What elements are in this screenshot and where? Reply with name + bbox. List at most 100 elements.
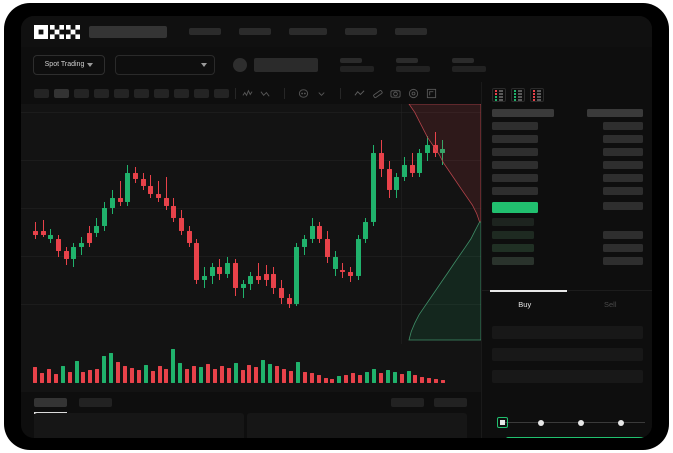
timeframe-chip-6[interactable] — [154, 88, 169, 98]
bottom-tabs-right — [391, 398, 467, 407]
line-tool-icon[interactable] — [354, 88, 365, 99]
stepper-dot-3[interactable] — [578, 419, 584, 426]
order-form-field-0[interactable] — [492, 326, 643, 339]
target-icon[interactable] — [408, 88, 419, 99]
nav-item-1[interactable] — [239, 28, 271, 35]
volume-chart[interactable] — [21, 344, 481, 392]
bottom-action-1[interactable] — [434, 398, 467, 407]
volume-bar — [171, 349, 176, 383]
volume-bar — [33, 367, 37, 383]
volume-bar — [205, 364, 210, 383]
order-book-row-ask-7[interactable] — [603, 202, 643, 210]
order-book-row-ask-0[interactable] — [587, 109, 643, 117]
timeframe-chip-9[interactable] — [214, 88, 229, 98]
order-form-field-2[interactable] — [492, 370, 643, 383]
fullscreen-icon[interactable] — [426, 88, 437, 99]
stepper-dot-4[interactable] — [618, 419, 624, 426]
timeframe-chip-0[interactable] — [34, 88, 49, 98]
order-book-row-ask-9[interactable] — [603, 244, 643, 252]
order-book-current-price[interactable] — [492, 202, 538, 213]
timeframe-chip-8[interactable] — [194, 88, 209, 98]
tab-buy[interactable]: Buy — [482, 291, 568, 318]
volume-bar — [164, 369, 169, 383]
volume-bar — [233, 362, 238, 383]
pair-select[interactable] — [115, 54, 215, 75]
order-book-row-bid-9[interactable] — [492, 231, 534, 239]
order-book-row-ask-6[interactable] — [603, 187, 643, 195]
template-icon[interactable] — [298, 88, 309, 99]
market-type-select[interactable]: Spot Trading — [33, 54, 105, 75]
nav-item-2[interactable] — [289, 28, 327, 35]
bottom-tab-0[interactable] — [34, 398, 67, 407]
timeframe-chip-1[interactable] — [54, 88, 69, 98]
nav-item-4[interactable] — [395, 28, 427, 35]
volume-bar — [330, 379, 335, 383]
order-book-row-bid-5[interactable] — [492, 174, 538, 182]
order-book-rows[interactable] — [482, 109, 652, 287]
order-book-row-bid-11[interactable] — [492, 257, 534, 265]
orderbook-asks-icon[interactable] — [530, 88, 544, 102]
bottom-panel-positions[interactable] — [247, 413, 467, 438]
settings-chevron-icon[interactable] — [316, 88, 327, 99]
volume-bar — [39, 373, 44, 383]
primary-cta-button[interactable] — [506, 437, 652, 438]
order-book-row-bid-10[interactable] — [492, 244, 534, 252]
okx-logo[interactable] — [34, 24, 80, 39]
bottom-tab-1[interactable] — [79, 398, 112, 407]
market-stat-value — [452, 65, 486, 72]
orderbook-bids-icon[interactable] — [511, 88, 525, 102]
bottom-panel-orders[interactable] — [34, 413, 244, 438]
order-book-row-bid-1[interactable] — [492, 122, 538, 130]
order-book-row-ask-8[interactable] — [603, 231, 643, 239]
timeframe-chip-2[interactable] — [74, 88, 89, 98]
timeframe-chip-3[interactable] — [94, 88, 109, 98]
order-book-row-bid-8[interactable] — [492, 218, 534, 226]
tab-active-indicator — [490, 290, 567, 292]
order-book-row-bid-4[interactable] — [492, 161, 538, 169]
volume-bar — [199, 367, 203, 383]
market-stat-label — [396, 57, 418, 63]
price-block — [233, 57, 318, 72]
price-chart[interactable] — [21, 104, 481, 344]
order-book-row-bid-3[interactable] — [492, 148, 538, 156]
market-stat-value — [340, 65, 374, 72]
order-book-row-bid-6[interactable] — [492, 187, 538, 195]
bottom-action-0[interactable] — [391, 398, 424, 407]
nav-item-3[interactable] — [345, 28, 377, 35]
volume-bar — [74, 361, 79, 383]
stepper-dot-active[interactable] — [497, 417, 508, 428]
camera-icon[interactable] — [390, 88, 401, 99]
volume-bar — [143, 364, 148, 383]
order-book-row-ask-1[interactable] — [603, 122, 643, 130]
indicator-icon[interactable] — [242, 88, 253, 99]
volume-bar — [288, 370, 293, 383]
order-book-row-ask-10[interactable] — [603, 257, 643, 265]
order-book-row-ask-3[interactable] — [603, 148, 643, 156]
volume-bar — [109, 352, 114, 383]
pair-avatar — [233, 57, 247, 72]
tab-sell[interactable]: Sell — [568, 291, 653, 318]
stepper-dot-active-inner — [500, 420, 505, 425]
toolbar-divider — [340, 87, 341, 99]
timeframe-chip-4[interactable] — [114, 88, 129, 98]
timeframe-chips — [34, 88, 229, 98]
order-book-row-bid-2[interactable] — [492, 135, 538, 143]
market-stat-value — [396, 65, 430, 72]
search-input[interactable] — [89, 25, 167, 38]
toolbar-divider — [235, 87, 236, 99]
volume-bar — [302, 371, 307, 383]
volume-bar — [254, 367, 259, 383]
nav-item-0[interactable] — [189, 28, 221, 35]
order-book-row-ask-4[interactable] — [603, 161, 643, 169]
order-book-row-ask-2[interactable] — [603, 135, 643, 143]
compare-icon[interactable] — [260, 88, 271, 99]
orderbook-both-icon[interactable] — [492, 88, 506, 102]
timeframe-chip-5[interactable] — [134, 88, 149, 98]
ruler-icon[interactable] — [372, 88, 383, 99]
order-book-row-bid-0[interactable] — [492, 109, 554, 117]
order-form-field-1[interactable] — [492, 348, 643, 361]
top-nav — [21, 16, 652, 47]
order-book-row-ask-5[interactable] — [603, 174, 643, 182]
timeframe-chip-7[interactable] — [174, 88, 189, 98]
stepper-dot-2[interactable] — [538, 419, 544, 426]
